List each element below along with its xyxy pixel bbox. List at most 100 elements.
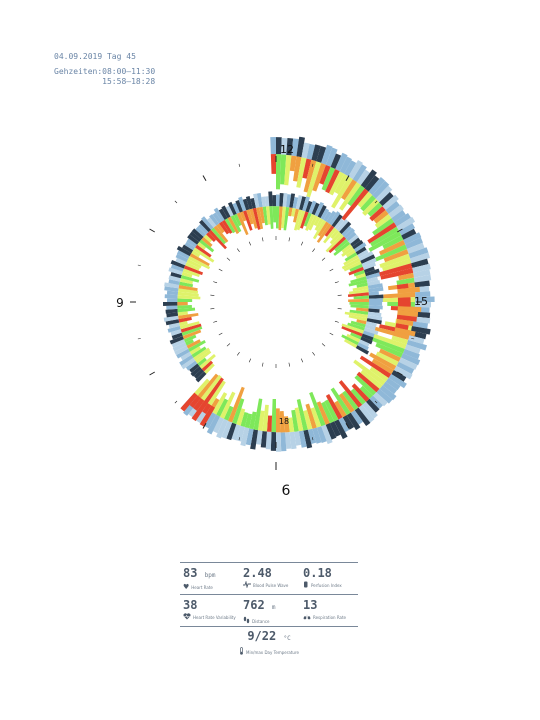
outer-blue-bar [382, 194, 399, 211]
outer-activity-bar [194, 373, 219, 402]
inner-blue-bar [174, 345, 189, 356]
outer-activity-bar [284, 154, 292, 186]
outer-blue-bar [240, 427, 250, 447]
outer-blue-bar [325, 147, 338, 167]
inner-activity-bar [195, 350, 212, 364]
inner-activity-bar [233, 213, 242, 227]
inner-blue-bar [218, 208, 228, 220]
inner-activity-bar [224, 218, 236, 234]
inner-activity-bar [278, 206, 283, 231]
outer-blue-bar [270, 432, 276, 451]
outer-blue-bar [388, 373, 407, 389]
inner-blue-bar [201, 216, 214, 230]
inner-hour-tick [213, 281, 218, 284]
inner-activity-bar [177, 298, 193, 302]
outer-blue-bar [408, 335, 425, 345]
inner-activity-bar [246, 209, 254, 225]
outer-activity-bar [353, 359, 386, 386]
inner-activity-bar [348, 314, 368, 322]
inner-blue-bar [341, 225, 353, 237]
outer-blue-bar [365, 398, 380, 413]
outer-activity-bar [370, 226, 400, 247]
inner-activity-bar [201, 360, 214, 372]
inner-hour-tick [334, 320, 339, 323]
inner-blue-bar [358, 339, 370, 347]
outer-blue-bar [393, 212, 411, 227]
inner-hour-tick [236, 351, 240, 356]
inner-blue-bar [308, 200, 317, 214]
outer-activity-bar [324, 399, 339, 422]
outer-blue-bar [393, 365, 413, 380]
outer-activity-bar [266, 415, 273, 432]
outer-activity-bar [334, 400, 347, 418]
outer-blue-bar [294, 431, 302, 446]
inner-blue-bar [279, 193, 284, 207]
inner-blue-bar [163, 302, 178, 306]
inner-blue-bar [326, 210, 337, 224]
inner-hour-tick [312, 351, 316, 356]
outer-blue-bar [412, 321, 429, 329]
outer-blue-bar [301, 142, 310, 159]
inner-blue-bar [189, 363, 200, 373]
inner-activity-bar [199, 239, 215, 253]
stats-divider-bottom [180, 626, 358, 627]
inner-activity-bar [317, 221, 329, 237]
inner-activity-bar [177, 311, 188, 316]
outer-blue-bar [212, 416, 225, 434]
inner-blue-bar [363, 266, 375, 274]
inner-hour-tick [329, 268, 334, 272]
inner-hour-tick [213, 320, 218, 323]
inner-activity-bar [348, 266, 364, 276]
inner-activity-bar [313, 216, 321, 227]
inner-activity-bar [185, 339, 194, 346]
inner-activity-bar [179, 320, 188, 326]
outer-blue-bar [404, 344, 421, 354]
inner-blue-bar [311, 202, 320, 216]
outer-blue-bar [285, 431, 292, 449]
inner-blue-bar [185, 360, 198, 371]
inner-blue-bar [343, 228, 356, 239]
inner-activity-bar [312, 219, 327, 240]
inner-blue-bar [282, 193, 288, 207]
outer-blue-bar [250, 429, 258, 450]
highlight-bar [396, 283, 409, 290]
outer-blue-bar [415, 296, 435, 302]
highlight-bar [397, 286, 420, 294]
inner-activity-bar [356, 282, 368, 288]
inner-activity-bar [177, 302, 188, 306]
inner-activity-bar [206, 232, 217, 243]
inner-activity-bar [181, 271, 193, 278]
outer-activity-bar [223, 405, 234, 421]
inner-activity-bar [188, 256, 211, 270]
outer-blue-bar [372, 392, 388, 407]
outer-activity-bar [334, 173, 349, 195]
outer-blue-bar [236, 425, 245, 442]
outer-activity-bar [302, 158, 312, 179]
walk-time-2: 15:58–18:28 [102, 77, 156, 86]
outer-blue-bar [400, 353, 421, 366]
inner-activity-bar [182, 329, 202, 340]
outer-blue-bar [316, 145, 327, 163]
inner-blue-bar [367, 311, 382, 317]
inner-activity-bar [345, 249, 356, 258]
outer-blue-bar [410, 325, 431, 335]
inner-blue-bar [368, 308, 380, 313]
inner-activity-bar [182, 268, 200, 277]
outer-activity-bar [338, 380, 363, 408]
inner-blue-bar [302, 196, 310, 212]
clock-label-6: 6 [282, 483, 291, 499]
outer-hour-tick [149, 228, 156, 233]
inner-blue-bar [179, 354, 194, 366]
temperature-value: 9/22 [247, 629, 277, 643]
inner-activity-bar [203, 234, 213, 243]
outer-activity-bar [341, 179, 357, 201]
inner-activity-bar [189, 346, 201, 355]
inner-hour-tick [321, 343, 326, 347]
stats-divider-top [180, 562, 358, 563]
highlight-bar [191, 400, 208, 422]
perfusion-icon [303, 581, 309, 590]
inner-blue-bar [170, 259, 186, 269]
outer-blue-bar [316, 426, 327, 443]
highlight-bar [397, 306, 422, 313]
inner-blue-bar [362, 262, 377, 270]
